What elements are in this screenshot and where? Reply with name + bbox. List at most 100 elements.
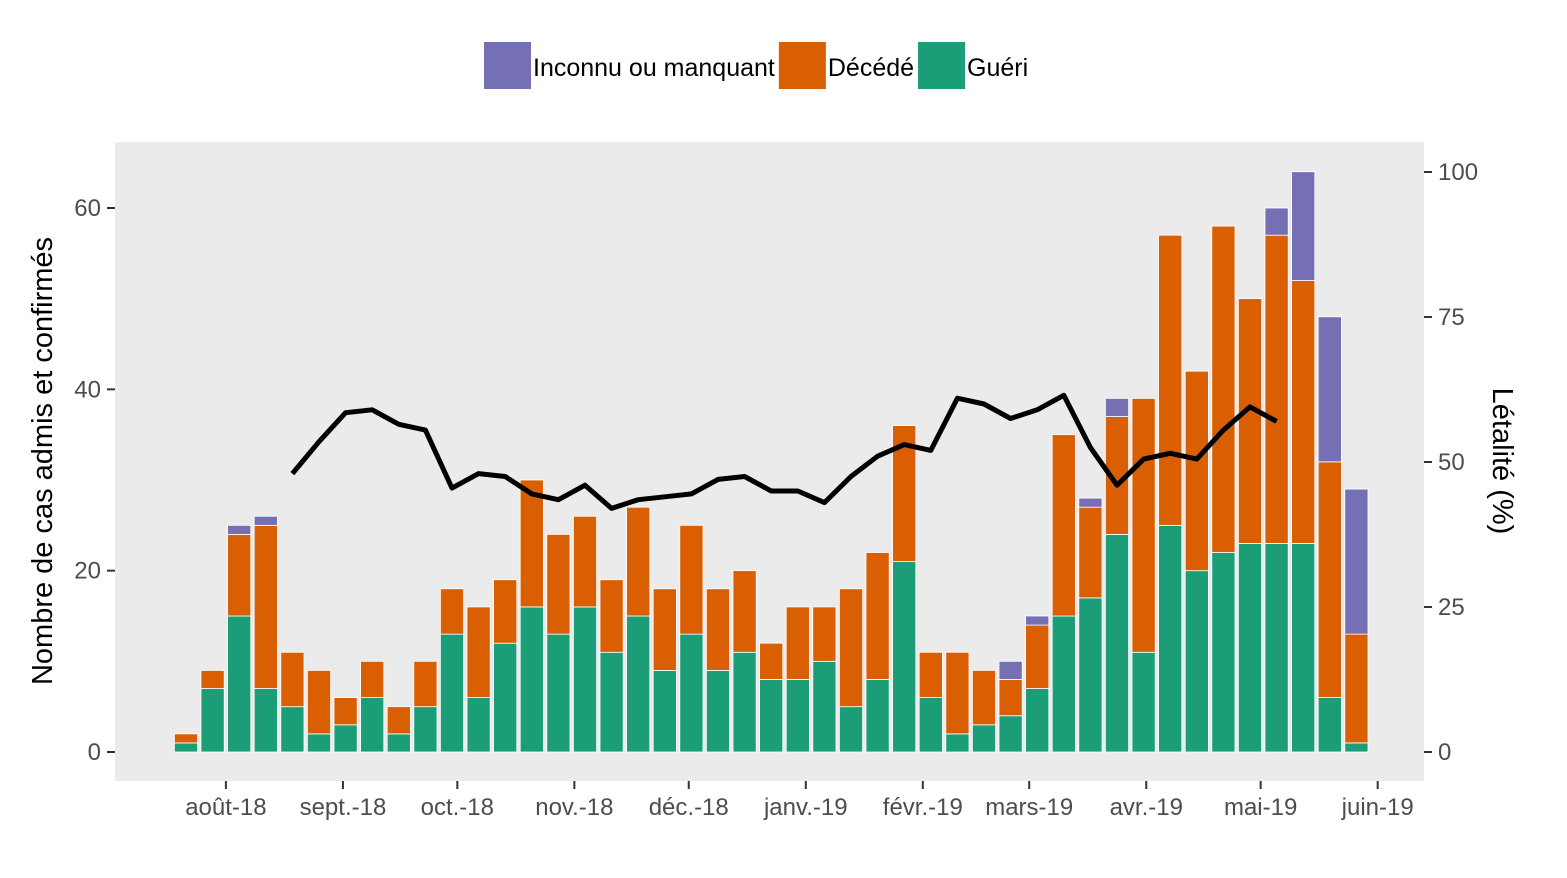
- bar-d-c-d--31: [998, 679, 1023, 717]
- bar-d-c-d--41: [1264, 234, 1289, 544]
- bar-d-c-d--17: [626, 506, 651, 617]
- bar-gu-ri-44: [1344, 742, 1369, 753]
- bar-inconnu-ou-manquant-31: [998, 660, 1023, 680]
- y-axis-right: 0 25 50 75 100: [1424, 159, 1478, 766]
- bar-gu-ri-34: [1078, 597, 1103, 753]
- bar-d-c-d--39: [1211, 225, 1236, 553]
- x-tick-label-10: juin-19: [1341, 794, 1414, 821]
- bar-gu-ri-25: [839, 706, 864, 753]
- bar-d-c-d--29: [945, 651, 970, 735]
- bar-gu-ri-18: [652, 670, 677, 753]
- bar-inconnu-ou-manquant-44: [1344, 488, 1369, 635]
- y-tick-label-20: 20: [74, 558, 101, 585]
- bar-d-c-d--3: [253, 524, 278, 689]
- y-tick-label-60: 60: [74, 195, 101, 222]
- bar-gu-ri-36: [1131, 651, 1156, 753]
- lethality-line: [290, 392, 1278, 511]
- x-tick-label-0: août-18: [185, 794, 266, 821]
- bar-d-c-d--36: [1131, 397, 1156, 653]
- bar-gu-ri-42: [1291, 543, 1316, 753]
- bar-d-c-d--22: [759, 642, 784, 680]
- bar-d-c-d--37: [1158, 234, 1183, 526]
- legend-label-2: Guéri: [967, 54, 1028, 82]
- bar-gu-ri-5: [306, 733, 331, 753]
- bar-d-c-d--10: [439, 588, 464, 635]
- bar-d-c-d--24: [812, 606, 837, 662]
- bar-d-c-d--38: [1184, 370, 1209, 572]
- bar-d-c-d--28: [918, 651, 943, 699]
- legend-key-1: [778, 42, 826, 89]
- x-tick-label-7: mars-19: [985, 794, 1073, 821]
- legend-key-0: [484, 42, 531, 89]
- bar-gu-ri-32: [1025, 688, 1050, 753]
- x-tick-label-3: nov.-18: [535, 794, 613, 821]
- x-tick-label-6: févr.-19: [883, 794, 963, 821]
- bar-d-c-d--25: [839, 588, 864, 708]
- bar-d-c-d--15: [573, 515, 598, 608]
- bar-gu-ri-0: [173, 742, 198, 753]
- bar-gu-ri-37: [1158, 524, 1183, 753]
- y2-tick-label-25: 25: [1438, 594, 1465, 621]
- x-tick-label-1: sept.-18: [300, 794, 387, 821]
- bar-inconnu-ou-manquant-32: [1025, 615, 1050, 626]
- bar-d-c-d--16: [599, 579, 624, 653]
- y-tick-label-0: 0: [88, 739, 101, 766]
- bar-gu-ri-12: [493, 642, 518, 753]
- bar-gu-ri-35: [1105, 534, 1130, 753]
- bar-gu-ri-30: [972, 724, 997, 753]
- bar-d-c-d--13: [519, 479, 544, 608]
- bar-inconnu-ou-manquant-35: [1105, 397, 1130, 417]
- bar-gu-ri-19: [679, 633, 704, 753]
- bar-gu-ri-11: [466, 697, 491, 753]
- bar-gu-ri-6: [333, 724, 358, 753]
- bar-gu-ri-20: [706, 670, 731, 753]
- bar-d-c-d--4: [280, 651, 305, 708]
- lethality-line-group: [290, 392, 1278, 511]
- bar-d-c-d--20: [706, 588, 731, 671]
- bar-gu-ri-8: [386, 733, 411, 753]
- bar-gu-ri-1: [200, 688, 225, 753]
- bar-gu-ri-21: [732, 651, 757, 753]
- bar-gu-ri-24: [812, 660, 837, 753]
- y2-tick-label-75: 75: [1438, 304, 1465, 331]
- bar-gu-ri-4: [280, 706, 305, 753]
- bar-gu-ri-28: [918, 697, 943, 753]
- bar-d-c-d--12: [493, 579, 518, 644]
- bar-d-c-d--21: [732, 570, 757, 653]
- bar-d-c-d--5: [306, 670, 331, 735]
- bar-gu-ri-33: [1051, 615, 1076, 753]
- bar-d-c-d--19: [679, 524, 704, 635]
- bar-d-c-d--44: [1344, 633, 1369, 744]
- bar-inconnu-ou-manquant-41: [1264, 207, 1289, 236]
- bar-d-c-d--40: [1238, 298, 1263, 544]
- bar-d-c-d--2: [227, 534, 252, 617]
- bars-group: [173, 171, 1369, 753]
- bar-d-c-d--11: [466, 606, 491, 698]
- bar-gu-ri-22: [759, 679, 784, 753]
- bar-gu-ri-7: [360, 697, 385, 753]
- bar-inconnu-ou-manquant-42: [1291, 171, 1316, 281]
- bar-gu-ri-16: [599, 651, 624, 753]
- bar-gu-ri-38: [1184, 570, 1209, 753]
- legend-key-2: [918, 42, 966, 89]
- bar-inconnu-ou-manquant-2: [227, 524, 252, 535]
- bar-gu-ri-41: [1264, 543, 1289, 753]
- bar-d-c-d--6: [333, 697, 358, 726]
- x-tick-label-5: janv.-19: [763, 794, 848, 821]
- bar-d-c-d--18: [652, 588, 677, 671]
- x-tick-label-8: avr.-19: [1110, 794, 1183, 821]
- y2-tick-label-0: 0: [1438, 739, 1451, 766]
- bar-gu-ri-10: [439, 633, 464, 753]
- y2-tick-label-50: 50: [1438, 449, 1465, 476]
- bar-d-c-d--43: [1317, 461, 1342, 698]
- bar-gu-ri-31: [998, 715, 1023, 753]
- bar-inconnu-ou-manquant-34: [1078, 497, 1103, 508]
- bar-d-c-d--8: [386, 706, 411, 735]
- bar-gu-ri-40: [1238, 543, 1263, 753]
- bar-d-c-d--7: [360, 660, 385, 699]
- bar-d-c-d--33: [1051, 434, 1076, 617]
- bar-gu-ri-15: [573, 606, 598, 753]
- bar-gu-ri-13: [519, 606, 544, 753]
- legend-label-1: Décédé: [828, 54, 914, 82]
